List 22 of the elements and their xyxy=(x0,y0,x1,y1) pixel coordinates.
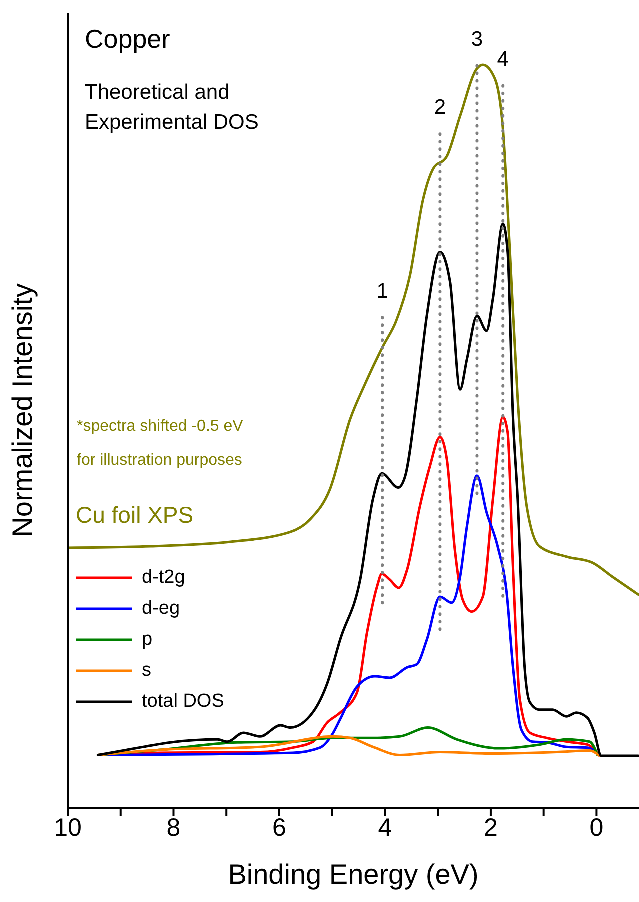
text: 3 xyxy=(470,28,484,52)
legend-label: d-t2g xyxy=(142,566,186,588)
legend-label: total DOS xyxy=(142,690,224,712)
text: Theoretical and Experimental DOS xyxy=(85,80,260,136)
x-axis-title: Binding Energy (eV) xyxy=(228,859,479,890)
chart-title: Copper xyxy=(85,24,170,54)
x-tick-label: 8 xyxy=(166,814,181,842)
annotation: *spectra shifted -0.5 eV xyxy=(77,418,244,436)
x-tick-label: 10 xyxy=(54,814,82,842)
annotation: for illustration purposes xyxy=(77,452,242,470)
x-tick-label: 2 xyxy=(484,814,498,842)
y-axis-title: Normalized Intensity xyxy=(6,284,38,538)
series-label: Cu foil XPS xyxy=(76,502,194,529)
annotation: 4 xyxy=(496,48,510,72)
legend-label: s xyxy=(142,660,152,682)
legend-label: p xyxy=(142,628,153,650)
x-tick-label: 4 xyxy=(378,814,392,842)
x-tick-label: 0 xyxy=(590,814,604,842)
annotation: 2 xyxy=(433,96,448,120)
annotation: 1 xyxy=(376,280,390,304)
legend-label: d-eg xyxy=(142,598,180,620)
x-tick-label: 6 xyxy=(272,814,286,842)
